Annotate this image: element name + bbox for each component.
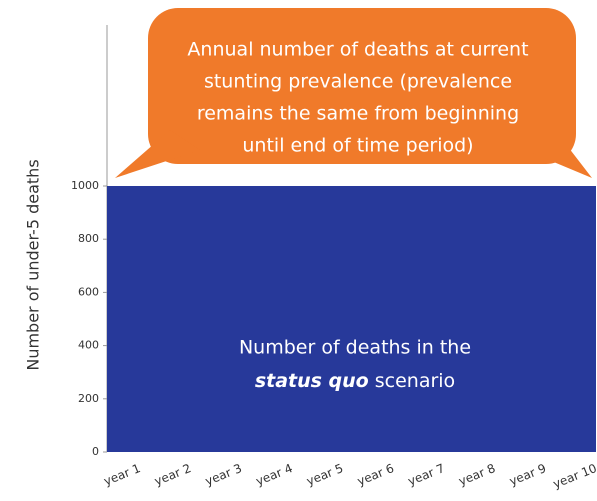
annotation-line: remains the same from beginning: [197, 103, 519, 125]
y-tick-label: 600: [78, 285, 99, 298]
area-label-emphasis: status quo: [255, 370, 369, 392]
y-tick-label: 800: [78, 232, 99, 245]
area-label-rest: scenario: [375, 370, 455, 392]
area-label: Number of deaths in the: [239, 337, 471, 359]
y-tick-label: 1000: [71, 179, 99, 192]
annotation-line: stunting prevalence (prevalence: [204, 71, 512, 93]
plot-area: [107, 186, 596, 452]
x-tick-label: year 8: [457, 461, 498, 488]
callout-arrow: [115, 130, 200, 178]
x-tick-label: year 4: [254, 461, 295, 488]
annotation-line: until end of time period): [242, 135, 473, 157]
x-tick-label: year 9: [507, 461, 548, 488]
y-tick-label: 200: [78, 392, 99, 405]
x-tick-label: year 10: [551, 461, 597, 491]
callout-arrow: [525, 130, 592, 178]
x-tick-label: year 5: [305, 461, 346, 488]
x-tick-label: year 6: [355, 461, 396, 488]
area-label-line: status quo scenario: [255, 370, 455, 392]
y-axis-label: Number of under-5 deaths: [24, 159, 43, 370]
y-tick-label: 0: [92, 445, 99, 458]
x-tick-label: year 2: [152, 461, 193, 488]
x-tick-label: year 7: [406, 461, 447, 488]
callout-box: [148, 8, 576, 164]
y-tick-label: 400: [78, 339, 99, 352]
x-tick-label: year 1: [102, 461, 143, 488]
annotation-line: Annual number of deaths at current: [187, 39, 528, 61]
callout: Annual number of deaths at current stunt…: [115, 8, 592, 178]
x-tick-label: year 3: [203, 461, 244, 488]
area: [107, 186, 596, 452]
